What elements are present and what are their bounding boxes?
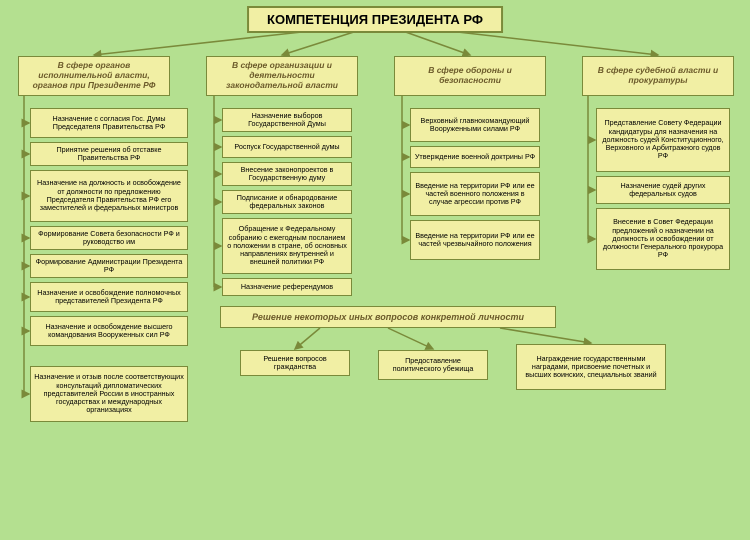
sub-item-box: Решение вопросов гражданства bbox=[240, 350, 350, 376]
item-box: Обращение к Федеральному собранию с ежег… bbox=[222, 218, 352, 274]
item-box: Назначение и освобождение высшего команд… bbox=[30, 316, 188, 346]
item-box: Принятие решения об отставке Правительст… bbox=[30, 142, 188, 166]
item-box: Внесение в Совет Федерации предложений о… bbox=[596, 208, 730, 270]
sub-title: Решение некоторых иных вопросов конкретн… bbox=[220, 306, 556, 328]
item-box: Подписание и обнародование федеральных з… bbox=[222, 190, 352, 214]
category-box-0: В сфере органов исполнительной власти, о… bbox=[18, 56, 170, 96]
item-box: Назначение на должность и освобождение о… bbox=[30, 170, 188, 222]
item-box: Назначение судей других федеральных судо… bbox=[596, 176, 730, 204]
item-box: Формирование Администрации Президента РФ bbox=[30, 254, 188, 278]
main-title: КОМПЕТЕНЦИЯ ПРЕЗИДЕНТА РФ bbox=[247, 6, 503, 33]
item-box: Представление Совету Федерации кандидату… bbox=[596, 108, 730, 172]
item-box: Внесение законопроектов в Государственну… bbox=[222, 162, 352, 186]
item-box: Формирование Совета безопасности РФ и ру… bbox=[30, 226, 188, 250]
item-box: Введение на территории РФ или ее частей … bbox=[410, 220, 540, 260]
category-box-3: В сфере судебной власти и прокуратуры bbox=[582, 56, 734, 96]
item-box: Роспуск Государственной думы bbox=[222, 136, 352, 158]
item-box: Верховный главнокомандующий Вооруженными… bbox=[410, 108, 540, 142]
item-box: Назначение и освобождение полномочных пр… bbox=[30, 282, 188, 312]
item-box: Назначение с согласия Гос. Думы Председа… bbox=[30, 108, 188, 138]
item-box: Назначение и отзыв после соответствующих… bbox=[30, 366, 188, 422]
item-box: Назначение выборов Государственной Думы bbox=[222, 108, 352, 132]
item-box: Утверждение военной доктрины РФ bbox=[410, 146, 540, 168]
item-box: Введение на территории РФ или ее частей … bbox=[410, 172, 540, 216]
sub-item-box: Награждение государственными наградами, … bbox=[516, 344, 666, 390]
category-box-2: В сфере обороны и безопасности bbox=[394, 56, 546, 96]
category-box-1: В сфере организации и деятельности закон… bbox=[206, 56, 358, 96]
item-box: Назначение референдумов bbox=[222, 278, 352, 296]
sub-item-box: Предоставление политического убежища bbox=[378, 350, 488, 380]
